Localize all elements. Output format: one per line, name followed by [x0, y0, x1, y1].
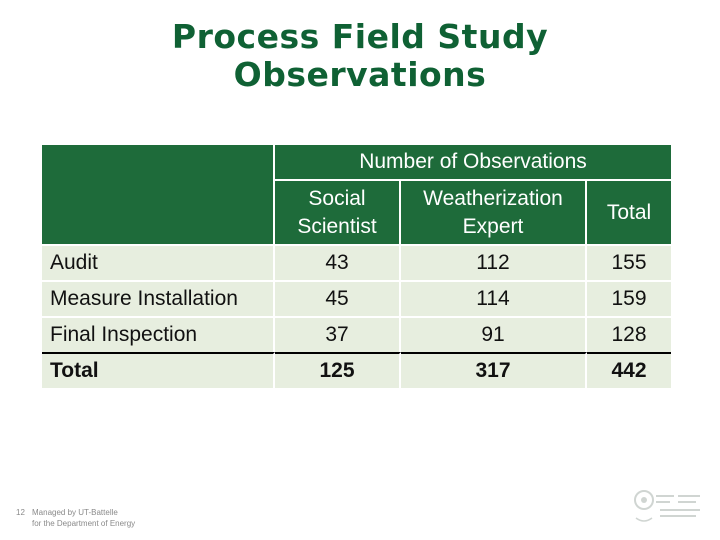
- cell-social-scientist: 37: [275, 316, 401, 352]
- footer-credit: Managed by UT-Battelle for the Departmen…: [32, 507, 232, 529]
- table-row: Final Inspection 37 91 128: [42, 316, 671, 352]
- cell-weatherization-expert: 317: [401, 352, 587, 388]
- slide-title-line-2: Observations: [233, 55, 487, 94]
- column-header-total: Total: [587, 179, 671, 244]
- column-header-line: Scientist: [297, 214, 377, 238]
- row-label: Audit: [42, 244, 275, 280]
- table-header-row-columns: Social Scientist Weatherization Expert T…: [42, 179, 671, 244]
- table-corner-cell: [42, 145, 275, 244]
- cell-social-scientist: 125: [275, 352, 401, 388]
- column-header-line: Expert: [462, 214, 524, 238]
- row-label: Measure Installation: [42, 280, 275, 316]
- slide-title-line-1: Process Field Study: [171, 17, 549, 56]
- table-header-row-group: Number of Observations: [42, 145, 671, 244]
- cell-weatherization-expert: 114: [401, 280, 587, 316]
- cell-weatherization-expert: 112: [401, 244, 587, 280]
- table-total-row: Total 125 317 442: [42, 352, 671, 388]
- cell-total: 128: [587, 316, 671, 352]
- lab-logo-icon: [634, 490, 700, 522]
- column-header-line: Weatherization: [423, 186, 563, 210]
- slide-title: Process Field Study Observations: [0, 18, 720, 94]
- cell-social-scientist: 45: [275, 280, 401, 316]
- column-header-line: Social: [308, 186, 366, 210]
- row-label: Final Inspection: [42, 316, 275, 352]
- column-header-social-scientist: Social Scientist: [275, 179, 401, 244]
- footer-credit-line: Managed by UT-Battelle: [32, 508, 118, 517]
- cell-total: 155: [587, 244, 671, 280]
- group-header: Number of Observations: [275, 145, 671, 179]
- cell-total: 442: [587, 352, 671, 388]
- column-header-weatherization-expert: Weatherization Expert: [401, 179, 587, 244]
- footer-credit-line: for the Department of Energy: [32, 519, 136, 528]
- cell-total: 159: [587, 280, 671, 316]
- table-row: Audit 43 112 155: [42, 244, 671, 280]
- cell-social-scientist: 43: [275, 244, 401, 280]
- table-row: Measure Installation 45 114 159: [42, 280, 671, 316]
- cell-weatherization-expert: 91: [401, 316, 587, 352]
- observations-table: Number of Observations Social Scientist …: [42, 145, 671, 388]
- page-number: 12: [16, 508, 25, 517]
- row-label: Total: [42, 352, 275, 388]
